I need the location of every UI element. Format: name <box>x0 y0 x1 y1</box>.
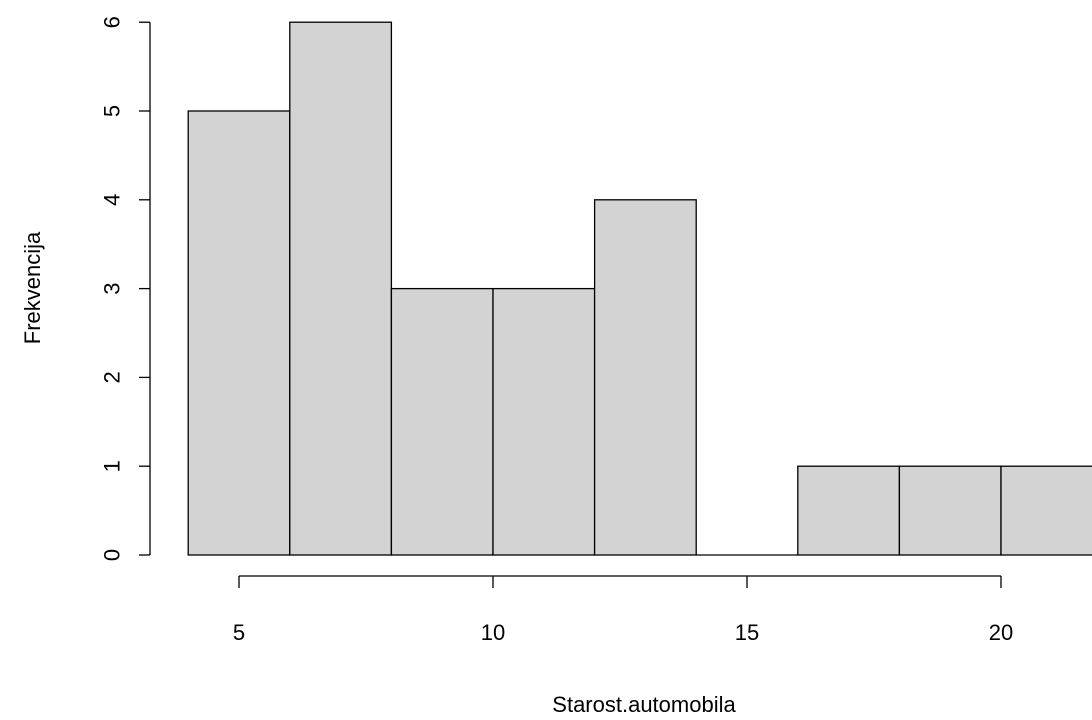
y-tick-label-2: 2 <box>100 371 125 383</box>
y-tick-label-5: 5 <box>100 105 125 117</box>
x-tick-label-0: 5 <box>233 620 245 645</box>
y-ticks-group: 0 1 2 3 4 5 6 <box>100 16 150 561</box>
x-axis: 5 10 15 20 <box>233 575 1013 645</box>
x-tick-label-3: 20 <box>989 620 1013 645</box>
y-tick-label-0: 0 <box>100 549 125 561</box>
x-tick-label-2: 15 <box>735 620 759 645</box>
bars-group <box>187 21 1092 556</box>
y-axis: 0 1 2 3 4 5 6 <box>100 16 151 561</box>
histogram-bar-6 <box>797 465 901 556</box>
y-tick-label-1: 1 <box>100 460 125 472</box>
x-axis-title: Starost.automobila <box>552 692 736 717</box>
histogram-bar-2 <box>390 287 494 556</box>
y-tick-label-6: 6 <box>100 16 125 28</box>
x-tick-label-1: 10 <box>481 620 505 645</box>
histogram-bar-7 <box>898 465 1002 556</box>
histogram-bar-0 <box>187 110 291 556</box>
histogram-bar-1 <box>289 21 393 556</box>
y-tick-label-3: 3 <box>100 282 125 294</box>
x-ticks-group: 5 10 15 20 <box>233 576 1013 645</box>
histogram-bar-4 <box>593 199 697 556</box>
y-axis-title: Frekvencija <box>20 231 45 344</box>
histogram-bar-8 <box>1000 465 1092 556</box>
y-tick-label-4: 4 <box>100 194 125 206</box>
histogram-bar-3 <box>492 287 596 556</box>
